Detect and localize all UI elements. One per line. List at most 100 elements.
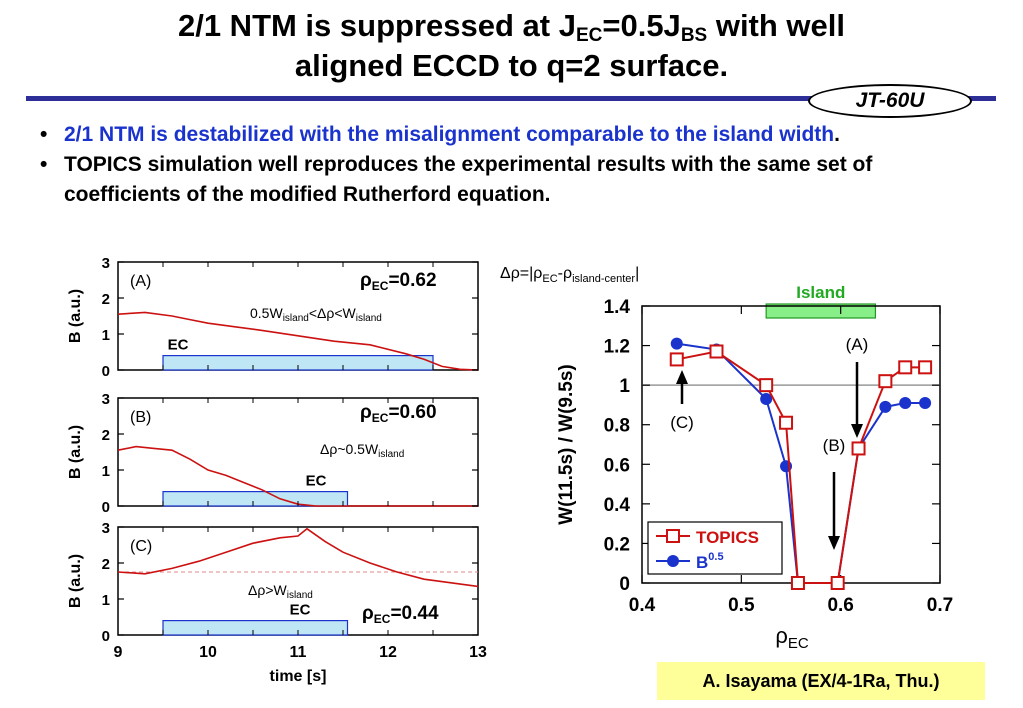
rho-value: =0.44 [390,603,439,624]
topics-series-line [676,350,926,584]
annotation-arrowhead [676,370,688,384]
annotation-label: (A) [846,335,869,354]
x-axis-label: time [s] [270,668,327,685]
jt60u-badge: JT-60U [808,84,972,118]
mode-amplitude-trace [117,527,479,588]
b-tilde-point [899,396,912,409]
legend-label-topics: TOPICS [696,528,759,547]
y-tick-label: 1 [619,376,630,397]
y-tick-label: 1 [102,463,110,480]
x-axis-label: ρEC [775,623,809,652]
rho-symbol: ρ [360,402,372,423]
y-tick-label: 3 [102,520,110,537]
bullet-tail: . [834,123,840,146]
y-tick-label: 0.8 [604,416,630,437]
y-tick-label: 1.2 [604,337,630,358]
rho-ec-value: ρEC=0.44 [362,603,439,626]
title-divider [26,96,996,101]
legend-b-symbol: B [696,553,708,572]
rho-subscript: EC [372,279,389,293]
ec-label: EC [290,602,311,619]
slide-title: 2/1 NTM is suppressed at JEC=0.5JBS with… [0,6,1023,86]
y-tick-label: 3 [102,255,110,272]
condition-subscript: island [356,313,382,324]
x-tick-label: 11 [290,644,307,661]
condition-subscript: island [378,449,404,460]
rho-ec-value: ρEC=0.60 [360,402,437,425]
condition-text: 0.5W [250,305,283,321]
y-tick-label: 3 [102,391,110,408]
bullet-dot: • [40,123,48,146]
y-tick-label: 0.4 [604,495,631,516]
title-line-2: aligned ECCD to q=2 surface. [294,48,729,83]
topics-point [851,441,866,456]
annotation-label: (C) [670,413,694,432]
y-tick-label: 1.4 [604,297,631,318]
y-tick-label: 0.6 [604,455,630,476]
annotation-label: (B) [823,436,846,455]
annotation-arrowhead [828,536,840,550]
rho-subscript: EC [374,612,391,626]
topics-point [898,360,913,375]
rho-value: =0.62 [388,270,436,291]
b-tilde-point [879,400,892,413]
legend-b-superscript: 0.5 [708,551,723,563]
definition-text: | [635,265,639,282]
ec-window-box [162,619,349,636]
legend-marker-topics [666,529,680,543]
b-tilde-point [760,392,773,405]
mode-amplitude-trace [117,311,479,371]
y-tick-label: 2 [102,427,110,444]
condition-text: Δρ>W [248,582,287,598]
ec-label: EC [168,337,189,354]
condition-subscript: island [283,313,309,324]
condition-text: <Δρ<W [309,305,357,321]
y-axis-label: B (a.u.) [67,289,84,343]
rho-value: =0.60 [388,402,436,423]
x-axis-symbol: ρ [775,623,788,648]
annotation-arrowhead [851,424,863,438]
delta-rho-definition: Δρ=|ρEC-ρisland-center| [500,265,639,285]
panel-label: (C) [130,538,152,555]
y-tick-label: 1 [102,327,110,344]
x-tick-label: 0.5 [728,595,755,616]
rho-ec-value: ρEC=0.62 [360,270,437,293]
y-tick-label: 2 [102,556,110,573]
y-tick-label: 0.2 [604,534,630,555]
bullet-dot: • [40,153,48,176]
topics-point [878,374,893,389]
topics-point [759,378,774,393]
x-tick-label: 13 [469,644,487,661]
topics-point [779,415,794,430]
y-tick-label: 2 [102,291,110,308]
b-tilde-point [919,396,932,409]
y-axis-label: B (a.u.) [67,425,84,479]
y-tick-label: 1 [102,592,110,609]
x-tick-label: 9 [114,644,123,661]
bullet-list: • 2/1 NTM is destabilized with the misal… [40,120,980,210]
panel-label: (B) [130,409,151,426]
x-tick-label: 0.4 [629,595,656,616]
island-label: Island [796,283,845,302]
bullet-item: • TOPICS simulation well reproduces the … [40,150,980,210]
topics-point [669,352,684,367]
b-tilde-point [670,337,683,350]
x-tick-label: 0.7 [927,595,953,616]
definition-subscript: EC [542,273,557,285]
topics-point [830,576,845,590]
title-line-1: 2/1 NTM is suppressed at JEC=0.5JBS with… [177,8,846,46]
rho-subscript: EC [372,411,389,425]
y-axis-label: B (a.u.) [67,554,84,608]
island-width-bar [765,303,877,319]
legend-marker-b [667,555,679,567]
topics-point [790,576,805,590]
ec-label: EC [306,473,327,490]
definition-text: -ρ [558,265,572,282]
topics-point [918,360,933,375]
panel-label: (A) [130,273,151,290]
misalignment-condition: 0.5Wisland<Δρ<Wisland [250,305,382,324]
ec-window-box [162,491,349,507]
condition-subscript: island [287,590,313,601]
condition-text: Δρ~0.5W [320,441,379,457]
